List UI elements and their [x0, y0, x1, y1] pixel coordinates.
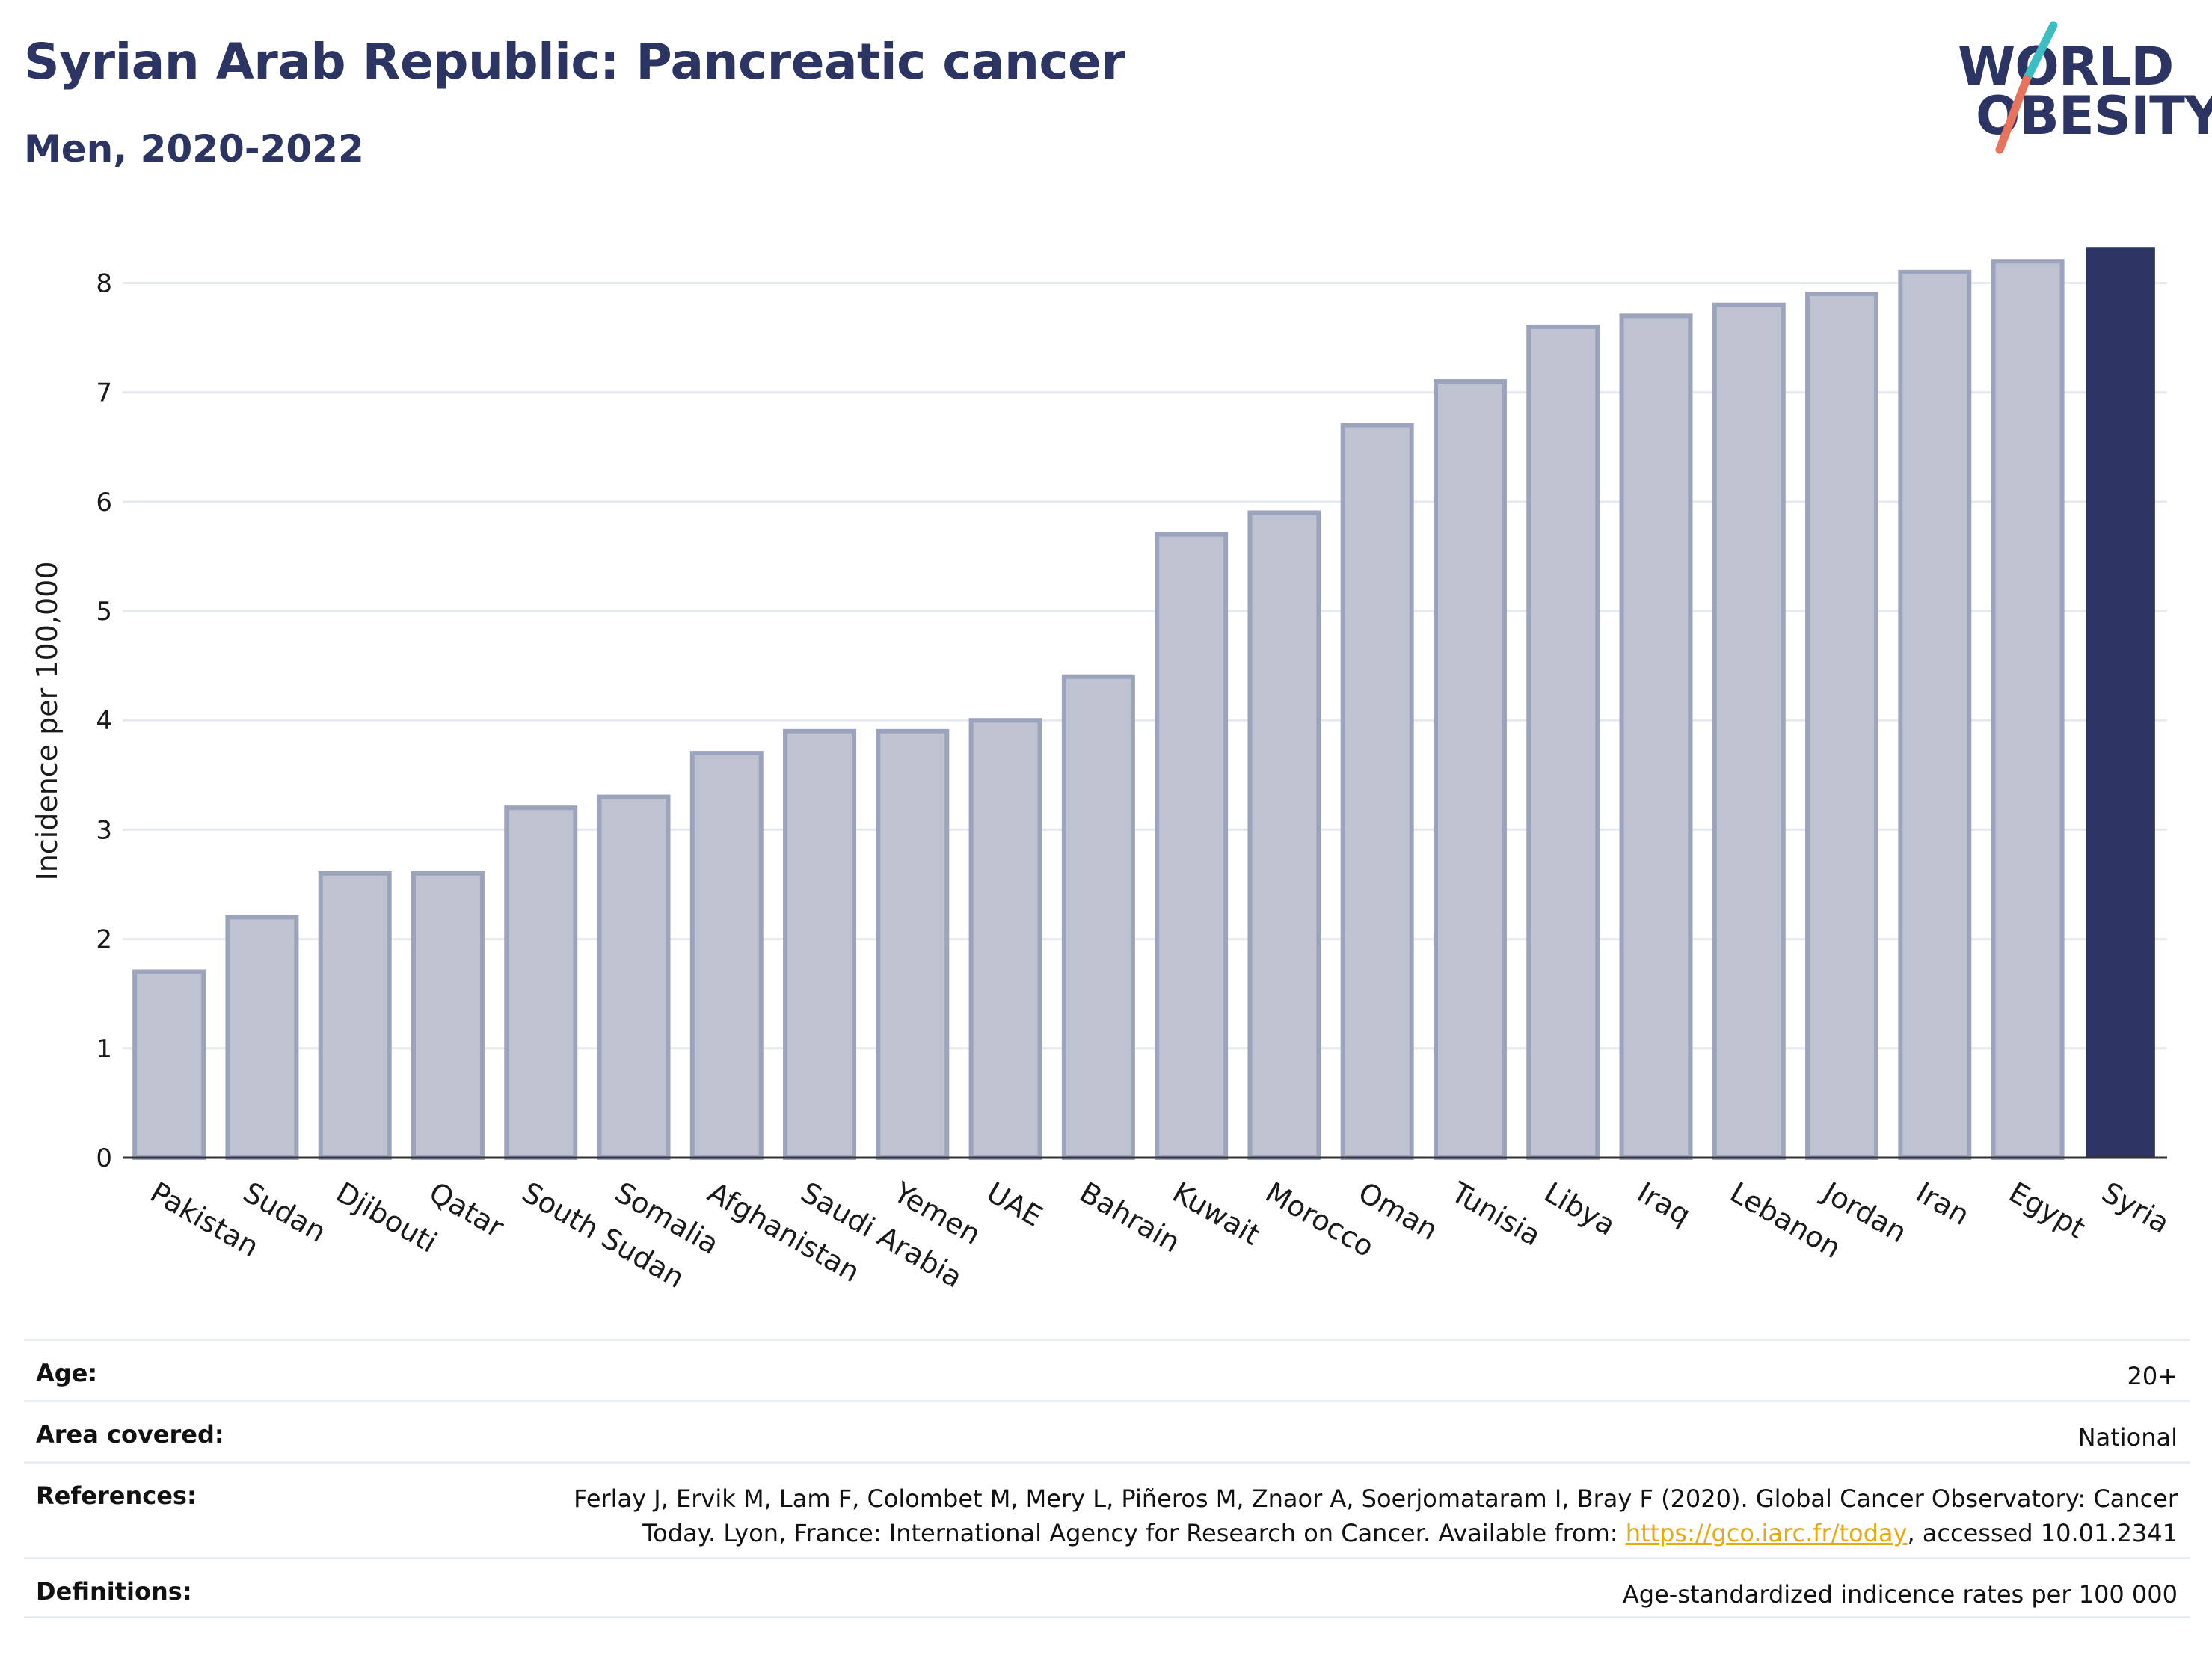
references-value: Ferlay J, Ervik M, Lam F, Colombet M, Me…	[574, 1481, 2178, 1551]
y-tick-label: 0	[96, 1143, 112, 1173]
page-title: Syrian Arab Republic: Pancreatic cancer	[24, 33, 1125, 90]
info-row-references: References: Ferlay J, Ervik M, Lam F, Co…	[24, 1461, 2190, 1557]
x-tick-label: Djibouti	[331, 1176, 443, 1259]
y-tick-label: 5	[96, 597, 112, 627]
x-tick-label: Bahrain	[1074, 1176, 1185, 1259]
x-tick-label: Egypt	[2003, 1176, 2091, 1245]
definitions-value: Age-standardized indicence rates per 100…	[1622, 1580, 2178, 1609]
x-tick-label: UAE	[981, 1176, 1048, 1233]
y-tick-label: 1	[96, 1034, 112, 1064]
y-tick-label: 4	[96, 706, 112, 736]
area-value: National	[2077, 1423, 2178, 1452]
world-obesity-logo: WORLD OBESITY	[1944, 21, 2212, 163]
y-axis-title: Incidence per 100,000	[31, 561, 64, 880]
area-label: Area covered:	[36, 1420, 224, 1449]
references-line2-post: , accessed 10.01.2341	[1907, 1519, 2178, 1548]
references-line1: Ferlay J, Ervik M, Lam F, Colombet M, Me…	[574, 1484, 2178, 1513]
bar-lebanon	[1712, 302, 1786, 1161]
definitions-label: Definitions:	[36, 1577, 192, 1606]
bar-saudi-arabia	[783, 728, 857, 1160]
info-row-definitions: Definitions: Age-standardized indicence …	[24, 1557, 2190, 1618]
info-table: Age: 20+ Area covered: National Referenc…	[24, 1339, 2190, 1618]
bar-yemen	[876, 728, 950, 1160]
page-subtitle: Men, 2020-2022	[24, 127, 364, 171]
bar-oman	[1340, 423, 1414, 1160]
x-tick-label: Iran	[1911, 1176, 1975, 1232]
bar-pakistan	[132, 969, 206, 1160]
y-tick-label: 6	[96, 488, 112, 518]
bar-egypt	[1991, 259, 2065, 1161]
info-row-age: Age: 20+	[24, 1339, 2190, 1400]
bar-tunisia	[1433, 379, 1507, 1161]
logo-slash-icon	[1995, 21, 2058, 154]
bar-morocco	[1247, 510, 1321, 1160]
bar-iraq	[1619, 313, 1693, 1160]
x-tick-label: Syria	[2096, 1176, 2175, 1240]
bar-jordan	[1805, 292, 1879, 1161]
x-tick-label: Kuwait	[1167, 1176, 1266, 1252]
bar-uae	[968, 718, 1042, 1160]
bar-syria	[2086, 247, 2155, 1158]
bar-bahrain	[1061, 674, 1135, 1160]
bar-libya	[1526, 324, 1600, 1160]
bar-sudan	[225, 915, 299, 1161]
bar-afghanistan	[689, 751, 764, 1160]
bar-kuwait	[1155, 532, 1229, 1160]
references-label: References:	[36, 1481, 197, 1510]
bar-qatar	[411, 871, 485, 1161]
y-tick-label: 2	[96, 925, 112, 955]
bar-south-sudan	[504, 805, 578, 1160]
references-link[interactable]: https://gco.iarc.fr/today	[1625, 1519, 1908, 1548]
bar-somalia	[597, 794, 671, 1160]
logo-text-world: WORLD	[1958, 36, 2174, 97]
bar-iran	[1898, 269, 1972, 1160]
x-tick-label: Libya	[1539, 1176, 1621, 1242]
x-tick-label: Iraq	[1632, 1176, 1696, 1232]
y-tick-label: 8	[96, 268, 112, 298]
references-line2-pre: Today. Lyon, France: International Agenc…	[642, 1519, 1626, 1548]
age-label: Age:	[36, 1359, 98, 1387]
y-tick-label: 7	[96, 378, 112, 408]
age-value: 20+	[2127, 1362, 2178, 1390]
x-tick-label: Tunisia	[1446, 1175, 1546, 1253]
bar-djibouti	[318, 871, 392, 1161]
y-tick-label: 3	[96, 815, 112, 845]
info-row-area: Area covered: National	[24, 1400, 2190, 1461]
